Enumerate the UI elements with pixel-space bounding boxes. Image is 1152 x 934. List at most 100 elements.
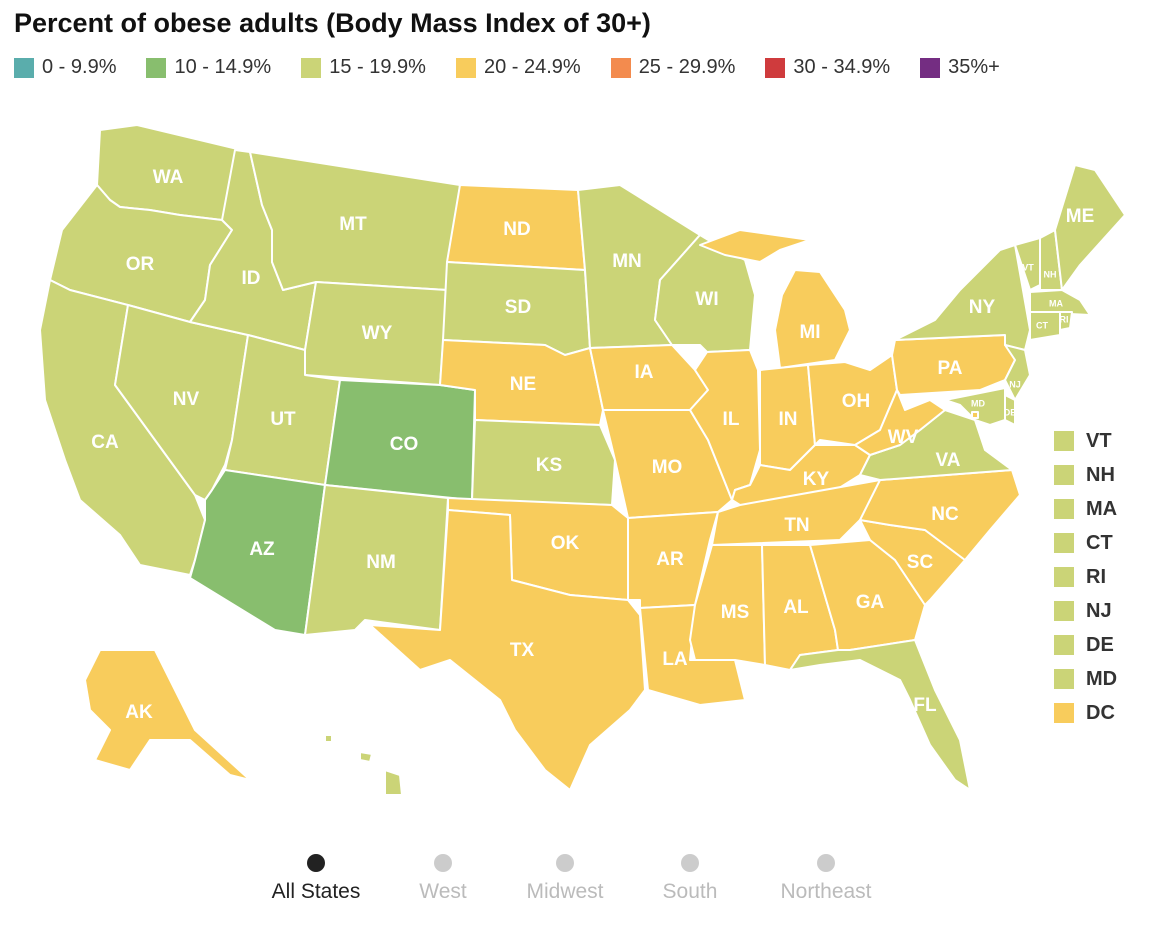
state-nc[interactable] bbox=[859, 469, 1021, 561]
state-label-fl: FL bbox=[913, 695, 937, 716]
nav-west[interactable]: West bbox=[373, 850, 513, 904]
state-ri[interactable] bbox=[1059, 311, 1073, 331]
legend-label: 15 - 19.9% bbox=[329, 56, 426, 78]
legend-label: 0 - 9.9% bbox=[42, 56, 117, 78]
map-title: Percent of obese adults (Body Mass Index… bbox=[14, 8, 651, 38]
state-label-az: AZ bbox=[249, 539, 275, 560]
nav-all-states[interactable]: All States bbox=[246, 850, 386, 904]
state-label-ne: NE bbox=[510, 374, 536, 395]
nav-dot[interactable] bbox=[556, 854, 574, 872]
region-nav: All States West Midwest South Northeast bbox=[0, 850, 1152, 920]
nav-dot[interactable] bbox=[434, 854, 452, 872]
nav-label: Midwest bbox=[526, 880, 604, 903]
legend-item: 35%+ bbox=[920, 56, 1000, 79]
state-label-de: DE bbox=[1004, 407, 1017, 417]
state-me[interactable] bbox=[1054, 164, 1126, 291]
state-mi[interactable] bbox=[699, 229, 851, 369]
small-state-item[interactable]: MD bbox=[1054, 662, 1117, 696]
state-fl[interactable] bbox=[789, 639, 971, 791]
state-ny[interactable] bbox=[894, 244, 1031, 351]
state-dc[interactable] bbox=[971, 411, 979, 419]
state-label-wi: WI bbox=[695, 289, 718, 310]
small-state-item[interactable]: VT bbox=[1054, 424, 1117, 458]
legend-item: 25 - 29.9% bbox=[610, 56, 736, 79]
small-state-item[interactable]: RI bbox=[1054, 560, 1117, 594]
nav-label: All States bbox=[271, 880, 361, 903]
small-state-code: VT bbox=[1086, 429, 1112, 452]
state-label-sd: SD bbox=[505, 297, 531, 318]
legend-swatch bbox=[610, 57, 631, 78]
state-label-ak: AK bbox=[125, 702, 153, 723]
nav-midwest[interactable]: Midwest bbox=[495, 850, 635, 904]
state-label-wy: WY bbox=[362, 323, 393, 344]
nav-label: West bbox=[419, 880, 467, 903]
state-ct[interactable] bbox=[1029, 311, 1061, 341]
state-label-vt: VT bbox=[1022, 262, 1034, 272]
state-label-ar: AR bbox=[656, 549, 684, 570]
small-state-item[interactable]: DE bbox=[1054, 628, 1117, 662]
small-state-item[interactable]: DC bbox=[1054, 696, 1117, 730]
state-label-va: VA bbox=[936, 450, 961, 471]
state-label-ct: CT bbox=[1036, 320, 1048, 330]
small-state-swatch bbox=[1054, 499, 1074, 519]
legend-swatch bbox=[301, 57, 322, 78]
small-state-code: DC bbox=[1086, 701, 1115, 724]
state-label-ga: GA bbox=[856, 592, 885, 613]
nav-dot[interactable] bbox=[817, 854, 835, 872]
legend-swatch bbox=[455, 57, 476, 78]
small-state-swatch bbox=[1054, 669, 1074, 689]
legend-item: 10 - 14.9% bbox=[146, 56, 271, 79]
state-wy[interactable] bbox=[304, 281, 448, 386]
state-label-mi: MI bbox=[799, 322, 820, 343]
nav-label: South bbox=[662, 880, 718, 903]
small-state-code: DE bbox=[1086, 633, 1114, 656]
legend-item: 0 - 9.9% bbox=[14, 56, 116, 79]
state-tx[interactable] bbox=[369, 509, 646, 791]
state-label-nj: NJ bbox=[1009, 379, 1021, 389]
small-state-item[interactable]: CT bbox=[1054, 526, 1117, 560]
state-ma[interactable] bbox=[1029, 289, 1091, 316]
state-label-tn: TN bbox=[784, 515, 809, 536]
small-state-item[interactable]: NJ bbox=[1054, 594, 1117, 628]
state-ne[interactable] bbox=[439, 339, 604, 426]
state-label-mt: MT bbox=[339, 214, 367, 235]
nav-label: Northeast bbox=[780, 880, 872, 903]
state-label-me: ME bbox=[1066, 206, 1095, 227]
state-label-ri: RI bbox=[1060, 314, 1069, 324]
small-state-item[interactable]: NH bbox=[1054, 458, 1117, 492]
state-label-sc: SC bbox=[907, 552, 934, 573]
state-label-nh: NH bbox=[1044, 269, 1057, 279]
state-ak[interactable] bbox=[84, 649, 251, 781]
state-hi[interactable] bbox=[324, 734, 403, 796]
small-state-swatch bbox=[1054, 567, 1074, 587]
state-label-ks: KS bbox=[536, 455, 562, 476]
legend-label: 35%+ bbox=[948, 56, 1000, 78]
small-state-code: CT bbox=[1086, 531, 1113, 554]
small-state-item[interactable]: MA bbox=[1054, 492, 1117, 526]
nav-northeast[interactable]: Northeast bbox=[756, 850, 896, 904]
legend-swatch bbox=[920, 57, 941, 78]
state-label-il: IL bbox=[723, 409, 740, 430]
legend-label: 25 - 29.9% bbox=[638, 56, 736, 78]
nav-south[interactable]: South bbox=[620, 850, 760, 904]
state-wv[interactable] bbox=[854, 389, 946, 456]
state-label-al: AL bbox=[783, 597, 809, 618]
state-label-tx: TX bbox=[510, 640, 535, 661]
state-label-ut: UT bbox=[270, 409, 296, 430]
state-label-wa: WA bbox=[153, 167, 184, 188]
state-label-mo: MO bbox=[652, 457, 683, 478]
state-label-in: IN bbox=[779, 409, 798, 430]
legend-swatch bbox=[146, 57, 167, 78]
small-state-swatch bbox=[1054, 601, 1074, 621]
state-md[interactable] bbox=[944, 387, 1006, 426]
state-label-wv: WV bbox=[888, 427, 919, 448]
state-label-pa: PA bbox=[938, 358, 963, 379]
nav-dot[interactable] bbox=[681, 854, 699, 872]
small-state-swatch bbox=[1054, 635, 1074, 655]
state-ks[interactable] bbox=[471, 419, 616, 506]
legend-swatch bbox=[765, 57, 786, 78]
state-label-ms: MS bbox=[721, 602, 750, 623]
state-label-ma: MA bbox=[1049, 298, 1063, 308]
legend-label: 10 - 14.9% bbox=[174, 56, 272, 78]
nav-dot[interactable] bbox=[307, 854, 325, 872]
